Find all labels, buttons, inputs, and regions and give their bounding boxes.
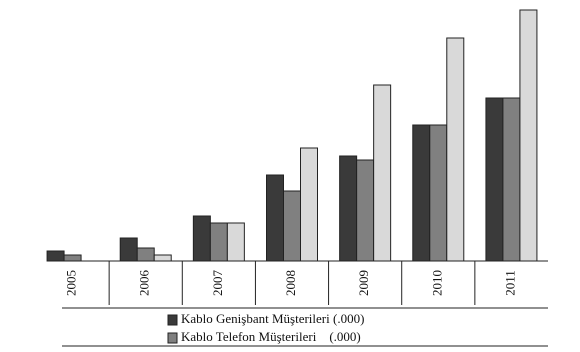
bar bbox=[119, 237, 138, 262]
bar bbox=[339, 155, 358, 262]
bar bbox=[46, 250, 65, 262]
bar bbox=[300, 147, 318, 262]
bar bbox=[485, 97, 504, 262]
bar bbox=[283, 190, 301, 262]
bar bbox=[446, 37, 465, 262]
bar bbox=[266, 174, 284, 262]
legend-label: Kablo Telefon Müşterileri (.000) bbox=[181, 329, 361, 344]
bar bbox=[412, 124, 431, 262]
x-tick-label: 2009 bbox=[356, 270, 371, 296]
bar bbox=[153, 254, 172, 262]
x-tick-label: 2011 bbox=[502, 270, 517, 296]
legend-swatch bbox=[167, 314, 178, 326]
bar bbox=[192, 215, 211, 262]
x-tick-label: 2006 bbox=[137, 270, 152, 297]
legend-swatch bbox=[167, 332, 178, 344]
x-tick-label: 2010 bbox=[429, 270, 444, 296]
bar bbox=[519, 9, 538, 262]
bar bbox=[226, 222, 245, 262]
x-tick-label: 2005 bbox=[64, 270, 79, 296]
bar bbox=[429, 124, 448, 262]
bar bbox=[136, 247, 155, 262]
legend-label: Kablo Genişbant Müşterileri (.000) bbox=[181, 311, 364, 326]
bar bbox=[502, 97, 521, 262]
bar bbox=[63, 254, 82, 262]
bar bbox=[356, 159, 375, 262]
x-tick-label: 2007 bbox=[210, 270, 225, 297]
x-tick-label: 2008 bbox=[283, 270, 298, 296]
bar bbox=[373, 84, 392, 262]
bar bbox=[209, 222, 228, 262]
